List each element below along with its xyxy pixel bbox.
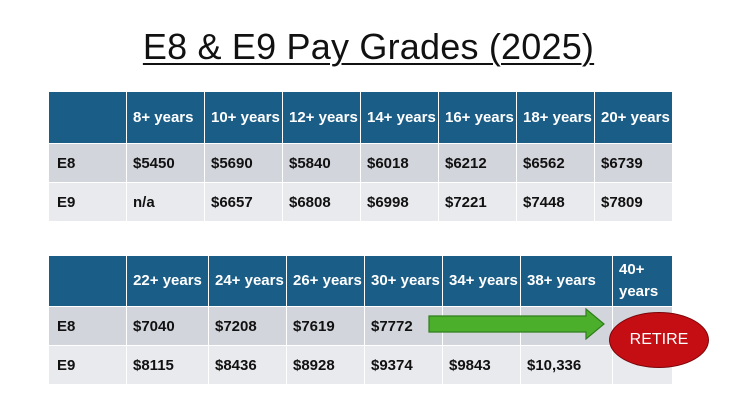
table-cell: $6657 — [204, 182, 283, 222]
table-cell: $7208 — [208, 306, 287, 346]
header-24-years: 24+ years — [208, 255, 287, 307]
header-16-years: 16+ years — [438, 91, 517, 144]
table-cell: $7772 — [364, 306, 443, 346]
header-corner — [48, 255, 127, 307]
header-corner — [48, 91, 127, 144]
header-38-years: 38+ years — [520, 255, 613, 307]
table-cell: $6808 — [282, 182, 361, 222]
table-cell: $8928 — [286, 345, 365, 385]
right-arrow-icon — [428, 308, 605, 340]
table-cell: $7448 — [516, 182, 595, 222]
header-12-years: 12+ years — [282, 91, 361, 144]
table-cell: $5840 — [282, 143, 361, 183]
row-label: E9 — [48, 345, 127, 385]
header-26-years: 26+ years — [286, 255, 365, 307]
table-cell: $9374 — [364, 345, 443, 385]
table-cell: $8436 — [208, 345, 287, 385]
table-cell: $8115 — [126, 345, 209, 385]
table-cell: $9843 — [442, 345, 521, 385]
table-cell: $7221 — [438, 182, 517, 222]
header-18-years: 18+ years — [516, 91, 595, 144]
header-34-years: 34+ years — [442, 255, 521, 307]
table-cell: $5450 — [126, 143, 205, 183]
table-row-e9: E9 n/a $6657 $6808 $6998 $7221 $7448 $78… — [48, 182, 673, 222]
table-cell: $7809 — [594, 182, 673, 222]
pay-table-1: 8+ years 10+ years 12+ years 14+ years 1… — [48, 91, 673, 222]
header-40-years: 40+ years — [612, 255, 673, 307]
table-cell: $6562 — [516, 143, 595, 183]
header-30-years: 30+ years — [364, 255, 443, 307]
table-cell: $7040 — [126, 306, 209, 346]
page-title: E8 & E9 Pay Grades (2025) — [142, 26, 595, 67]
table-row-e8: E8 $5450 $5690 $5840 $6018 $6212 $6562 $… — [48, 143, 673, 183]
table-cell: $6998 — [360, 182, 439, 222]
table-row-e9: E9 $8115 $8436 $8928 $9374 $9843 $10,336 — [48, 345, 673, 385]
table-cell: $6739 — [594, 143, 673, 183]
table-cell: $5690 — [204, 143, 283, 183]
header-8-years: 8+ years — [126, 91, 205, 144]
table-cell: $7619 — [286, 306, 365, 346]
retire-badge: RETIRE — [609, 312, 709, 368]
header-20-years: 20+ years — [594, 91, 673, 144]
table-cell: $6018 — [360, 143, 439, 183]
header-10-years: 10+ years — [204, 91, 283, 144]
table-cell: $10,336 — [520, 345, 613, 385]
header-22-years: 22+ years — [126, 255, 209, 307]
row-label: E9 — [48, 182, 127, 222]
table-cell: $6212 — [438, 143, 517, 183]
header-14-years: 14+ years — [360, 91, 439, 144]
row-label: E8 — [48, 306, 127, 346]
table-cell: n/a — [126, 182, 205, 222]
row-label: E8 — [48, 143, 127, 183]
